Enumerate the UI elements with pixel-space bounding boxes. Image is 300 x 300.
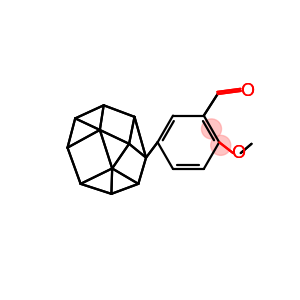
Text: O: O bbox=[241, 82, 255, 100]
Text: O: O bbox=[241, 82, 255, 100]
Circle shape bbox=[202, 119, 221, 139]
Text: O: O bbox=[232, 144, 246, 162]
Text: O: O bbox=[232, 144, 246, 162]
Circle shape bbox=[211, 135, 231, 155]
